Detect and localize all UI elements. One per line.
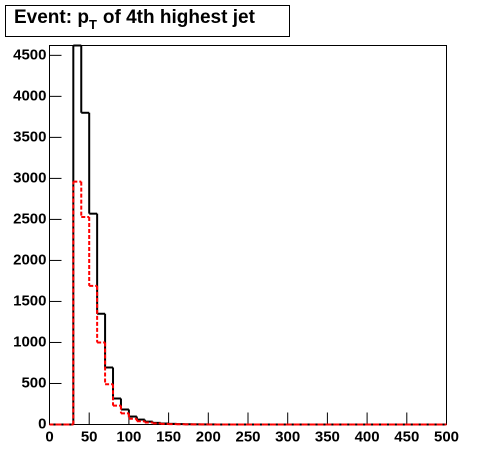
y-tick-label: 2500: [13, 210, 46, 227]
y-tick-label: 2000: [13, 251, 46, 268]
x-tick-label: 450: [394, 428, 419, 445]
x-tick-label: 400: [355, 428, 380, 445]
x-tick-label: 500: [434, 428, 459, 445]
title-box: [5, 5, 290, 37]
x-tick-label: 350: [315, 428, 340, 445]
y-tick-label: 500: [21, 374, 46, 391]
y-tick-label: 0: [38, 415, 46, 432]
x-tick-label: 150: [156, 428, 181, 445]
x-tick-label: 0: [45, 428, 53, 445]
x-tick-label: 300: [275, 428, 300, 445]
x-tick-label: 100: [116, 428, 141, 445]
y-tick-label: 1500: [13, 292, 46, 309]
y-tick-label: 4500: [13, 46, 46, 63]
x-tick-label: 200: [196, 428, 221, 445]
y-tick-label: 3500: [13, 128, 46, 145]
y-tick-label: 3000: [13, 169, 46, 186]
x-tick-label: 250: [235, 428, 260, 445]
y-tick-label: 1000: [13, 333, 46, 350]
y-tick-label: 4000: [13, 87, 46, 104]
x-tick-label: 50: [81, 428, 98, 445]
chart-title: Event: pT of 4th highest jet: [14, 7, 256, 32]
